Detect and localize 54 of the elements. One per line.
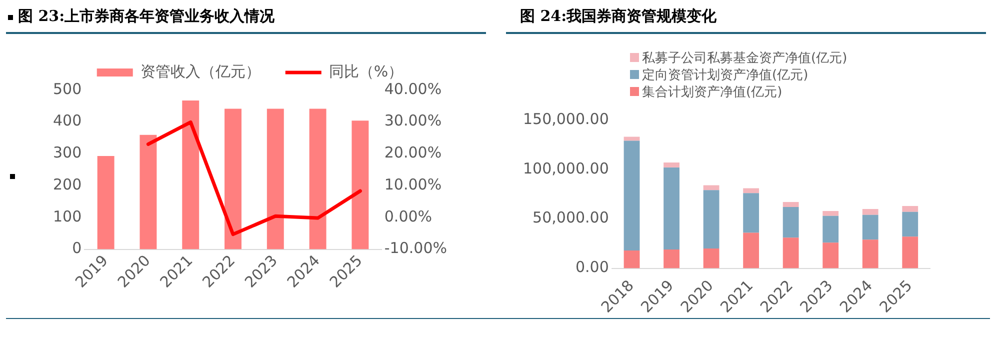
y2-tick-label: 20.00% (384, 144, 442, 162)
bar (624, 140, 640, 250)
chart-title: 图 23:上市券商各年资管业务收入情况 (18, 7, 275, 26)
legend-label: 资管收入（亿元） (140, 62, 260, 80)
bar (862, 208, 878, 215)
y-tick-label: 100 (52, 207, 82, 226)
bar (624, 136, 640, 141)
bar (743, 193, 760, 233)
bar (664, 167, 680, 250)
bar (224, 108, 242, 250)
bar (782, 206, 799, 238)
bar (862, 214, 878, 240)
legend-label: 同比（%） (328, 62, 404, 80)
bar (743, 232, 760, 268)
legend-label: 私募子公司私募基金资产净值(亿元) (641, 50, 848, 67)
bar (782, 202, 799, 207)
bar (352, 120, 369, 250)
y-tick-label: 300 (52, 144, 82, 162)
bar (902, 212, 918, 237)
bar (97, 156, 114, 250)
bar (703, 185, 720, 190)
bar (743, 188, 760, 194)
bar (902, 206, 918, 212)
y2-tick-label: -10.00% (384, 239, 447, 258)
y-tick-label: 100,000.00 (522, 159, 609, 178)
y-tick-label: 150,000.00 (522, 110, 609, 128)
bar (664, 249, 680, 268)
y-tick-label: 500 (52, 80, 82, 98)
chart-title: 图 24:我国券商资管规模变化 (520, 7, 717, 26)
y-tick-label: 400 (52, 112, 82, 130)
bar (309, 108, 326, 250)
legend-label: 定向资管计划资产净值(亿元) (641, 67, 810, 84)
bar (902, 236, 918, 268)
bar (624, 250, 640, 268)
bar (822, 216, 839, 243)
bar (140, 134, 157, 250)
bar (266, 108, 284, 250)
bar (182, 100, 200, 250)
y-tick-label: 50,000.00 (532, 208, 609, 227)
bar (664, 162, 680, 168)
bar (822, 210, 839, 216)
y-tick-label: 0 (72, 239, 82, 258)
bar (822, 242, 839, 268)
bar (782, 238, 799, 268)
bar (862, 240, 878, 268)
y2-tick-label: 10.00% (384, 175, 442, 194)
y-tick-label: 200 (52, 175, 82, 194)
y2-tick-label: 30.00% (384, 112, 442, 130)
y-tick-label: 0.00 (575, 258, 609, 276)
y2-tick-label: 0.00% (384, 207, 432, 226)
bar (703, 190, 720, 249)
legend-label: 集合计划资产净值(亿元) (641, 84, 784, 101)
bar (703, 248, 720, 268)
y2-tick-label: 40.00% (384, 80, 442, 98)
